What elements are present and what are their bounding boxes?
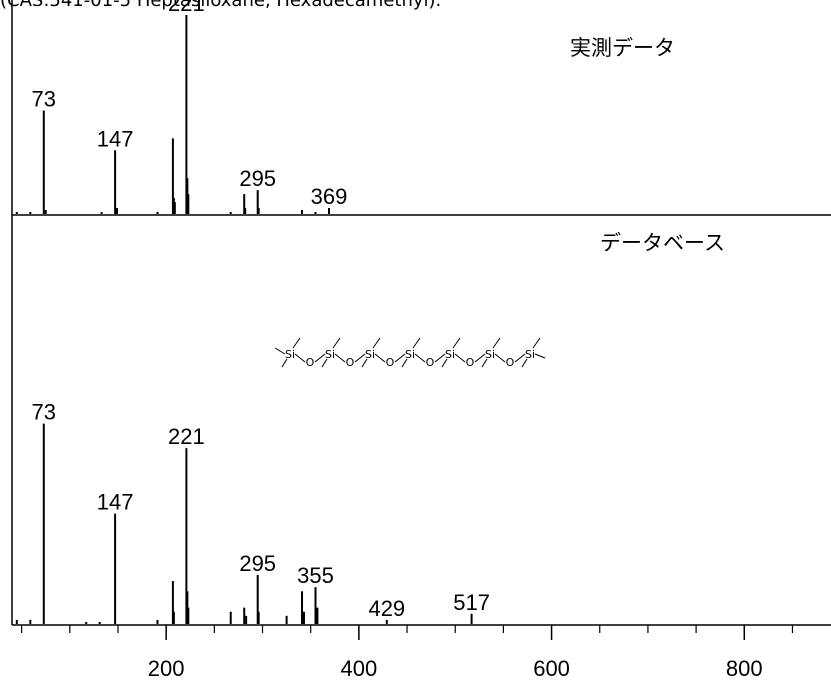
methyl-bond [401, 358, 408, 368]
x-tick-label: 400 [341, 656, 378, 681]
methyl-bond [372, 337, 381, 349]
atom-label: O [386, 356, 395, 369]
atom-label: O [466, 356, 475, 369]
bond [494, 353, 506, 363]
bond [414, 353, 426, 363]
panel-title: 実測データ [570, 36, 675, 60]
panel-title: データベース [600, 231, 725, 255]
bond [474, 353, 486, 363]
methyl-bond [292, 337, 301, 349]
x-tick-label: 800 [726, 656, 763, 681]
peak-label: 429 [368, 596, 405, 621]
atom-label: Si [525, 348, 535, 361]
atom-label: Si [285, 348, 295, 361]
atom-label: O [306, 356, 315, 369]
methyl-bond [412, 337, 421, 349]
peak-label: 73 [32, 87, 56, 112]
bond [314, 353, 326, 363]
methyl-bond [532, 337, 541, 349]
peak-label: 73 [32, 400, 56, 425]
methyl-bond [361, 358, 368, 368]
methyl-bond [481, 358, 488, 368]
methyl-bond [534, 353, 546, 359]
peak-label: 221 [168, 424, 205, 449]
x-tick-label: 200 [148, 656, 185, 681]
peak-label: 369 [311, 184, 348, 209]
peak-label: 517 [453, 590, 490, 615]
atom-label: Si [325, 348, 335, 361]
bond [354, 353, 366, 363]
bond [334, 353, 346, 363]
peak-label: 221 [168, 0, 205, 16]
header-text: (CAS:541-01-5 Heptasiloxane, Hexadecamet… [0, 0, 441, 11]
bond [434, 353, 446, 363]
methyl-bond [521, 358, 528, 368]
methyl-bond [321, 358, 328, 368]
bond [394, 353, 406, 363]
methyl-bond [492, 337, 501, 349]
atom-label: O [346, 356, 355, 369]
methyl-bond [452, 337, 461, 349]
peak-label: 295 [239, 551, 276, 576]
atom-label: O [426, 356, 435, 369]
atom-label: Si [365, 348, 375, 361]
methyl-bond [441, 358, 448, 368]
atom-label: Si [405, 348, 415, 361]
peak-label: 295 [239, 166, 276, 191]
bond [294, 353, 306, 363]
bond [514, 353, 526, 363]
peak-label: 147 [97, 126, 134, 151]
x-tick-label: 600 [533, 656, 570, 681]
atom-label: Si [445, 348, 455, 361]
methyl-bond [281, 358, 288, 368]
atom-label: O [506, 356, 515, 369]
methyl-bond [274, 347, 286, 355]
methyl-bond [332, 337, 341, 349]
atom-label: Si [485, 348, 495, 361]
peak-label: 355 [297, 563, 334, 588]
peak-label: 147 [97, 490, 134, 515]
bond [374, 353, 386, 363]
bond [454, 353, 466, 363]
